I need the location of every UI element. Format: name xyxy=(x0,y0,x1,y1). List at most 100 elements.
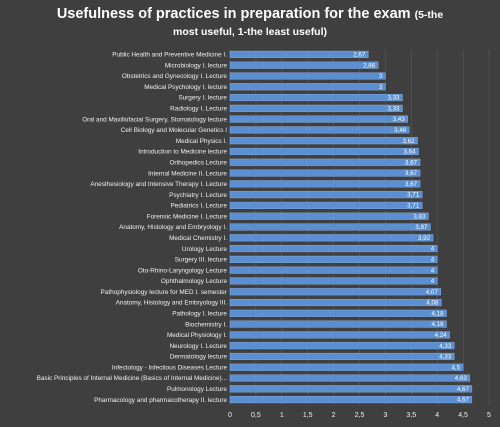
category-label: Urology Lecture xyxy=(182,246,228,253)
data-label: 4,5 xyxy=(451,364,460,371)
data-label: 2,67 xyxy=(353,51,366,58)
x-tick-label: 1,5 xyxy=(303,412,313,419)
data-label: 2,86 xyxy=(363,62,376,69)
category-label: Introduction to Medicine lecture xyxy=(138,149,227,156)
chart-title-line1: Usefulness of practices in preparation f… xyxy=(57,6,443,22)
x-tick-label: 4,5 xyxy=(458,412,468,419)
chart-title-line2: most useful, 1-the least useful) xyxy=(173,26,327,38)
value-labels: 2,672,86333,333,333,433,463,623,643,673,… xyxy=(353,51,469,403)
category-label: Cell Biology and Molecular Genetics I xyxy=(121,127,227,134)
category-label: Obstetrics and Gynecology I. Lecture xyxy=(122,73,228,80)
category-label: Surgery I. lecture xyxy=(178,95,227,102)
data-label: 3,87 xyxy=(415,224,428,231)
chart-title-main: Usefulness of practices in preparation f… xyxy=(57,6,411,22)
bar xyxy=(229,104,403,112)
data-label: 4 xyxy=(431,278,435,285)
category-label: Psychiatry I. Lecture xyxy=(169,192,227,199)
bar xyxy=(229,126,410,134)
category-label: Oral and Maxillofacial Surgery, Stomatol… xyxy=(82,116,227,123)
data-label: 4 xyxy=(431,246,435,253)
bar xyxy=(229,245,438,253)
bar xyxy=(229,331,450,339)
bar xyxy=(229,158,421,166)
bar xyxy=(229,137,418,145)
x-tick-label: 0,5 xyxy=(251,412,261,419)
data-label: 4,08 xyxy=(426,300,439,307)
data-label: 3,62 xyxy=(402,138,415,145)
x-tick-label: 2,5 xyxy=(355,412,365,419)
category-label: Basic Principles of Internal Medicine (B… xyxy=(37,375,228,382)
bar xyxy=(229,180,421,188)
chart-title-sub: (5-the xyxy=(415,9,444,21)
data-label: 4,67 xyxy=(457,386,470,393)
data-label: 4 xyxy=(431,256,435,263)
category-label: Neurology I. Lecture xyxy=(169,343,227,350)
data-label: 4,33 xyxy=(439,343,452,350)
data-label: 3,71 xyxy=(407,203,420,210)
bar xyxy=(229,396,473,404)
bars xyxy=(229,50,473,404)
category-label: Surgery III. lecture xyxy=(175,257,228,264)
data-label: 3,92 xyxy=(418,235,431,242)
bar xyxy=(229,266,438,274)
category-label: Pathology I. lecture xyxy=(172,311,227,318)
category-label: Public Health and Preventive Medicine I. xyxy=(112,52,227,59)
x-tick-label: 5 xyxy=(487,412,491,419)
category-label: Pulmonology Lecture xyxy=(167,386,227,393)
bar xyxy=(229,320,447,328)
bar xyxy=(229,147,419,156)
bar xyxy=(229,352,455,360)
bar xyxy=(229,191,423,199)
category-label: Forensic Medicine I. Lecture xyxy=(147,213,228,220)
bar xyxy=(229,385,473,393)
x-tick-label: 4 xyxy=(435,412,439,419)
data-label: 4,18 xyxy=(431,321,444,328)
data-label: 4,18 xyxy=(431,310,444,317)
bar xyxy=(229,223,431,231)
category-label: Microbiology I. lecture xyxy=(165,62,228,69)
data-label: 4,67 xyxy=(457,397,470,404)
x-tick-label: 3 xyxy=(383,412,387,419)
data-label: 3,71 xyxy=(407,192,420,199)
category-label: Medical Psychology I. lecture xyxy=(144,84,227,91)
data-label: 4,07 xyxy=(426,289,439,296)
data-label: 3,33 xyxy=(387,95,400,102)
category-label: Radiology I. Lecture xyxy=(170,106,227,113)
data-label: 3,67 xyxy=(405,159,418,166)
data-label: 3 xyxy=(379,84,383,91)
data-label: 4 xyxy=(431,267,435,274)
bar xyxy=(229,50,369,58)
data-label: 3 xyxy=(379,73,383,80)
bar xyxy=(229,234,434,242)
category-label: Anatomy, Histology and Embryology III. xyxy=(116,300,228,307)
data-label: 4,24 xyxy=(435,332,448,339)
category-label: Medical Physiology I. xyxy=(167,332,227,339)
bar xyxy=(229,61,379,69)
bar xyxy=(229,169,421,177)
bar xyxy=(229,363,464,371)
bar xyxy=(229,374,471,382)
data-label: 3,83 xyxy=(413,213,426,220)
bar xyxy=(229,288,442,296)
data-label: 3,64 xyxy=(404,149,417,156)
category-label: Medical Physics I. xyxy=(176,138,227,145)
data-label: 3,43 xyxy=(393,116,406,123)
category-label: Biochemistry I. xyxy=(185,321,227,328)
category-label: Oto-Rhino-Laryngology Lecture xyxy=(138,267,228,274)
category-label: Pathophysiology lecture for MED I. semes… xyxy=(101,289,228,296)
category-label: Pediatrics I. Lecture xyxy=(171,203,228,210)
category-label: Pharmacology and pharmacotherapy II. lec… xyxy=(94,397,227,404)
bar xyxy=(229,342,455,350)
bar xyxy=(229,72,386,80)
x-axis-ticks: 0 0,5 1 1,5 2 2,5 3 3,5 4 4,5 5 xyxy=(228,412,491,419)
category-label: Anatomy, Histology and Embryology I. xyxy=(119,224,227,231)
bar xyxy=(229,201,423,209)
x-tick-label: 0 xyxy=(228,412,232,419)
category-labels: Public Health and Preventive Medicine I.… xyxy=(37,52,228,404)
bar xyxy=(229,255,438,263)
bar xyxy=(229,309,447,317)
category-label: Anesthesiology and Intensive Therapy I. … xyxy=(90,181,227,188)
bar xyxy=(229,83,386,91)
data-label: 4,33 xyxy=(439,354,452,361)
